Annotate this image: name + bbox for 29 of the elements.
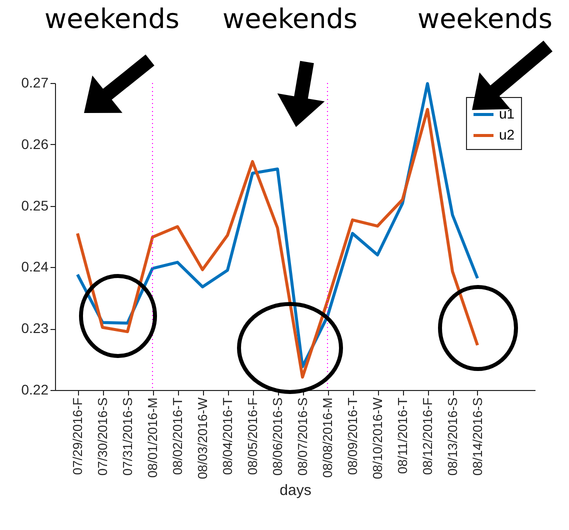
x-tick-label: 08/04/2016-T — [220, 397, 235, 475]
x-tick-label: 07/31/2016-S — [120, 397, 135, 476]
x-axis-title: days — [280, 482, 312, 500]
x-tick-label: 08/05/2016-F — [245, 397, 260, 475]
x-tick-label: 08/06/2016-S — [270, 397, 285, 476]
x-tick-label: 08/10/2016-W — [370, 396, 385, 480]
x-tick-label: 08/08/2016-M — [320, 398, 335, 478]
x-tick-label: 07/29/2016-F — [70, 397, 85, 475]
x-tick-label: 08/02/2016-T — [170, 397, 185, 475]
y-tick-label: 0.23 — [21, 320, 49, 336]
legend-label: u2 — [499, 126, 515, 142]
x-tick-label: 08/14/2016-S — [470, 397, 485, 476]
y-tick-label: 0.22 — [21, 382, 49, 398]
y-tick-label: 0.24 — [21, 258, 49, 275]
x-tick-label: 08/09/2016-T — [345, 397, 360, 475]
legend-label: u1 — [499, 106, 515, 122]
x-tick-label: 08/12/2016-F — [420, 397, 435, 475]
y-tick-label: 0.27 — [21, 74, 49, 90]
x-tick-label: 07/30/2016-S — [95, 397, 110, 476]
text: weekends — [418, 4, 552, 35]
x-tick-label: 08/07/2016-S — [295, 397, 310, 476]
y-tick-label: 0.25 — [21, 197, 49, 214]
text: weekends — [44, 4, 180, 35]
y-tick-label: 0.26 — [21, 136, 49, 152]
x-tick-label: 08/01/2016-M — [145, 398, 160, 478]
x-tick-label: 08/13/2016-S — [445, 397, 460, 476]
x-tick-label: 08/03/2016-W — [195, 396, 210, 480]
x-tick-label: 08/11/2016-T — [395, 397, 410, 474]
text: weekends — [222, 4, 358, 35]
